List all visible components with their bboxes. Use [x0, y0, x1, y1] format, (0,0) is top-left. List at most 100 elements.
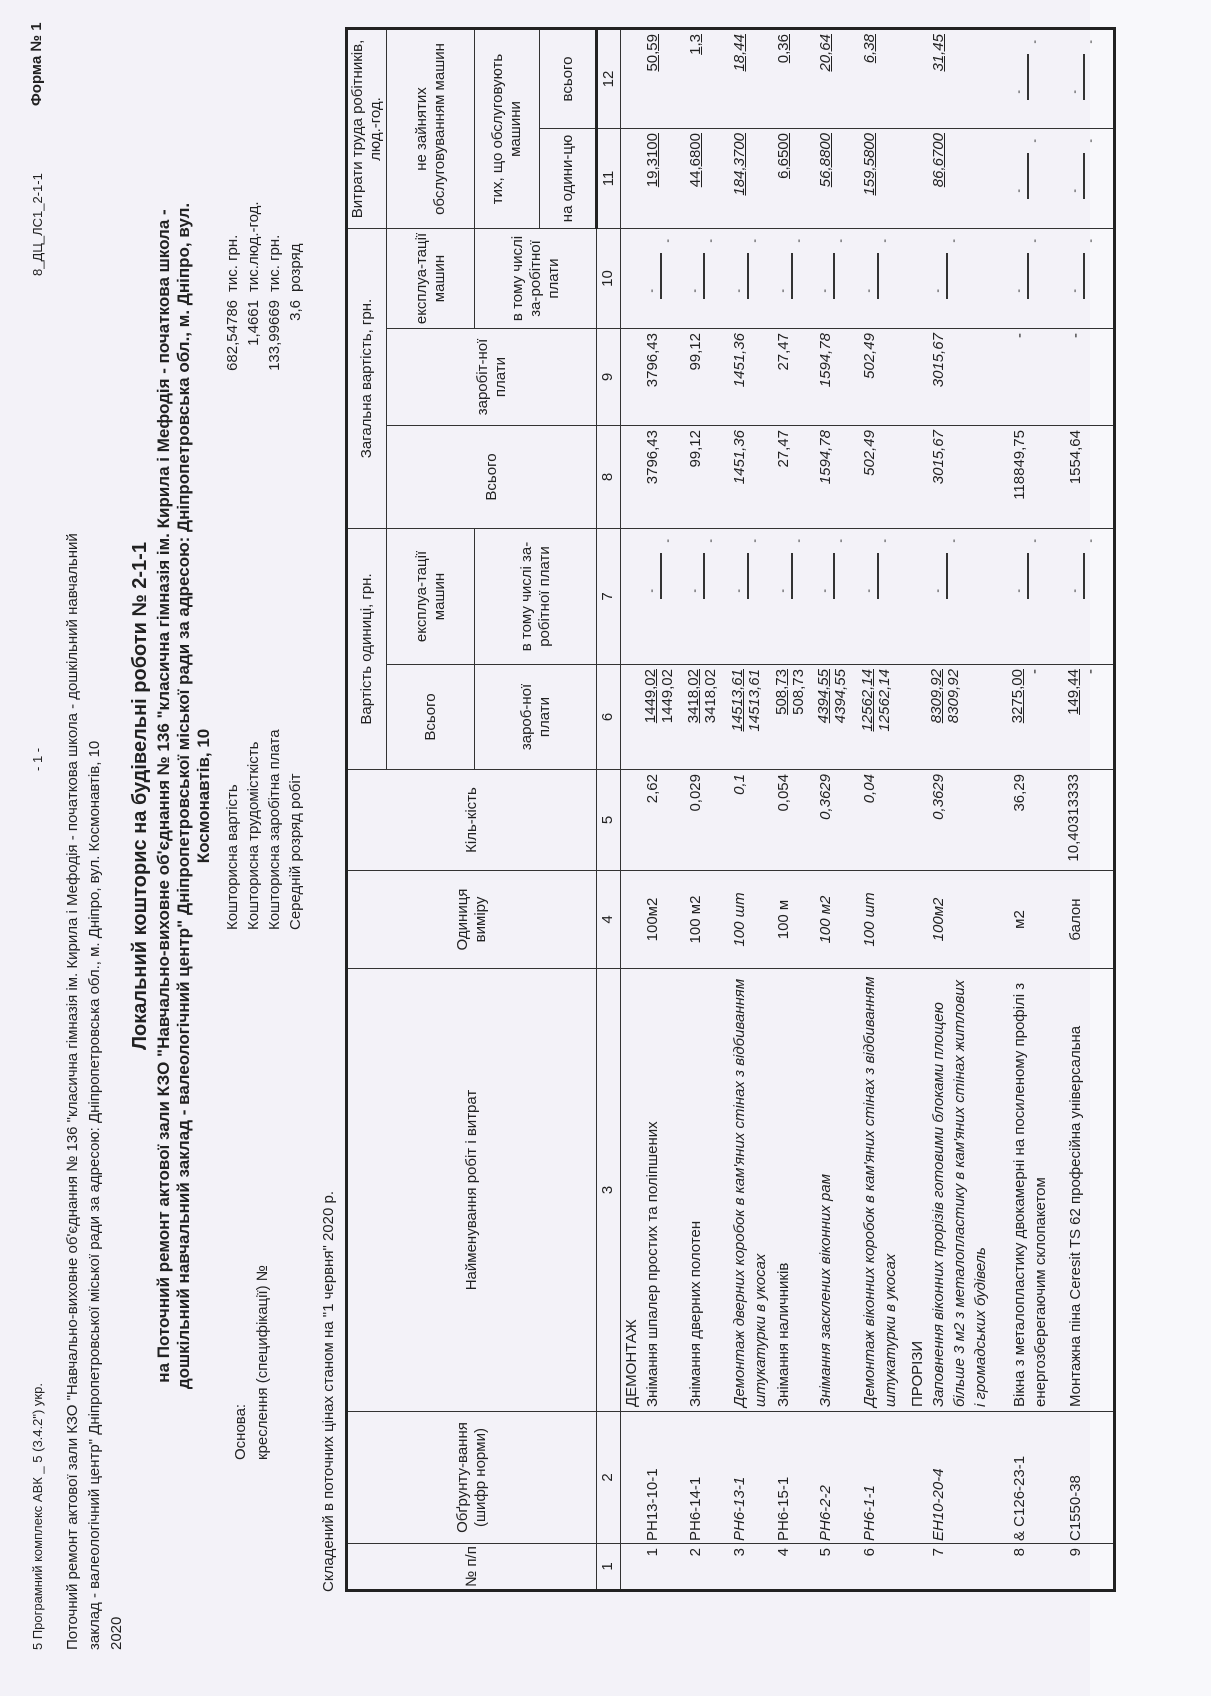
- labor-total-text: 6,38: [860, 34, 878, 64]
- row-unit-machines: --: [684, 528, 729, 665]
- code-text: ЕН10-20-4: [929, 1468, 947, 1541]
- dash-bottom: -: [704, 539, 717, 543]
- code-text: С1550-38: [1066, 1475, 1084, 1541]
- dash-bottom: -: [1028, 40, 1041, 44]
- dash-bottom: -: [878, 239, 891, 243]
- dash-bottom: -: [947, 239, 960, 243]
- row-description: Демонтаж дверних коробок в кам'яних стін…: [728, 968, 773, 1412]
- section-heading: ПРОРІЗИ: [908, 1340, 926, 1407]
- row-total-machines: --: [906, 228, 1009, 329]
- row-wage: -: [1008, 328, 1065, 426]
- unit-cost-fraction: 149,44-: [1065, 669, 1099, 715]
- unit-cost-fraction: 12562,14 12562,14: [859, 669, 893, 732]
- row-total: 1451,36: [728, 425, 773, 529]
- table-row: 9 С1550-38 Монтажна піна Ceresit TS 62 про…: [1064, 28, 1115, 1591]
- row-total-machines: --: [620, 228, 685, 329]
- header-unit-machines-wage: в тому числі за-робітної плати: [474, 528, 597, 665]
- column-number: 9: [596, 328, 621, 426]
- dash-mark: --: [773, 233, 813, 324]
- summary-unit: тис. грн.: [266, 234, 283, 292]
- unit-total: 4394,55: [814, 669, 832, 724]
- row-description: Монтажна піна Ceresit TS 62 професійна у…: [1064, 968, 1115, 1412]
- row-labor-total: 6,38: [858, 28, 907, 129]
- dash-bottom: -: [834, 539, 847, 543]
- dash-mark: --: [1065, 533, 1105, 660]
- page-number: - 1 -: [30, 747, 45, 771]
- dash-bottom: -: [1028, 539, 1041, 543]
- code-text: & С126-23-1: [1010, 1455, 1028, 1541]
- row-unit-cost: 8309,92 8309,92: [906, 664, 1009, 770]
- unit-cost-fraction: 1449,02 1449,02: [642, 669, 676, 723]
- row-code: РН6-2-2: [814, 1411, 859, 1544]
- column-number: 6: [596, 664, 621, 770]
- row-unit-machines: --: [814, 528, 859, 665]
- table-row: 6 РН6-1-1 Демонтаж віконних коробок в кам'…: [858, 28, 907, 1591]
- dash-bottom: -: [662, 539, 674, 543]
- description-text: Демонтаж віконних коробок в кам'яних сті…: [860, 976, 899, 1407]
- unit-text: 100 м2: [686, 895, 704, 944]
- header-labor: Витрати труда робітників, люд.-год.: [346, 28, 387, 229]
- row-number-text: 8: [1010, 1548, 1028, 1557]
- header-code: Обґрунту-вання (шифр норми): [346, 1411, 597, 1544]
- total-text: 118849,75: [1010, 430, 1028, 500]
- header-labor-machines: тих, що обслуговують машини: [474, 28, 540, 229]
- row-number: 7: [906, 1543, 1009, 1591]
- subtitle-line: дошкільний навчальний заклад - валеологі…: [174, 202, 193, 1390]
- description-text: Вікна з металопластику двокамерні на пос…: [1010, 982, 1049, 1407]
- row-number-text: 5: [816, 1548, 834, 1557]
- dash-line: [945, 253, 948, 299]
- header-labor-total: всього: [539, 28, 597, 129]
- row-unit-machines: --: [906, 528, 1009, 665]
- description-text: Заповнення віконних прорізів готовими бл…: [929, 979, 989, 1407]
- labor-total-text: 31,45: [929, 34, 947, 72]
- section-heading: ДЕМОНТАЖ: [623, 1319, 640, 1407]
- row-unit-machines: --: [858, 528, 907, 665]
- dash-mark: --: [1009, 133, 1049, 224]
- total-text: 3015,67: [929, 430, 947, 485]
- row-unit-machines: --: [728, 528, 773, 665]
- header-total: Всього: [386, 425, 597, 529]
- row-unit: 100 шт: [858, 870, 907, 969]
- row-labor-total: 31,45: [906, 28, 1009, 129]
- row-description: Знімання наличників: [772, 968, 815, 1412]
- code-text: РН6-13-1: [730, 1476, 748, 1541]
- column-number: 3: [596, 968, 621, 1412]
- wage-text: 27,47: [774, 333, 792, 371]
- row-number-text: 2: [686, 1548, 704, 1557]
- dash-mark: --: [1065, 34, 1105, 124]
- dash-bottom: -: [792, 239, 805, 243]
- dash-mark: --: [642, 533, 682, 660]
- wage-text: 1451,36: [730, 333, 748, 388]
- summary-unit: тис. грн.: [224, 234, 241, 292]
- row-description: Знімання засклених віконних рам: [814, 968, 859, 1412]
- dash-mark: --: [685, 533, 725, 660]
- column-number: 5: [596, 769, 621, 871]
- dash-line: [832, 553, 835, 599]
- row-unit-cost: 3418,02 3418,02: [684, 664, 729, 770]
- dash-bottom: -: [704, 239, 717, 243]
- summary-unit: тис.люд.-год.: [245, 201, 262, 292]
- labor-unit-text: 86,6700: [929, 133, 947, 188]
- row-total: 3796,43: [620, 425, 685, 529]
- row-unit: 100 м2: [684, 870, 729, 969]
- dash-mark: --: [685, 233, 725, 324]
- total-text: 1451,36: [730, 430, 748, 485]
- row-unit: 100м2: [620, 870, 685, 969]
- row-description: ПРОРІЗИ Заповнення віконних прорізів гото…: [906, 968, 1009, 1412]
- header-total-machines: експлуа-тації машин: [386, 228, 475, 329]
- dash-line: [876, 553, 879, 599]
- description-text: Знімання засклених віконних рам: [816, 1174, 834, 1407]
- dash-mark: --: [1065, 233, 1105, 324]
- row-total: 502,49: [858, 425, 907, 529]
- row-wage: 99,12: [684, 328, 729, 426]
- row-wage: 1594,78: [814, 328, 859, 426]
- labor-unit-text: 184,3700: [730, 133, 748, 196]
- row-description: ДЕМОНТАЖ Знімання шпалер простих та поліп…: [620, 968, 685, 1412]
- row-total-machines: --: [858, 228, 907, 329]
- row-number-text: 1: [644, 1548, 661, 1557]
- row-code: С1550-38: [1064, 1411, 1115, 1544]
- object-description-line: заклад - валеологічний центр" Дніпропетр…: [86, 740, 103, 1650]
- unit-cost-fraction: 14513,61 14513,61: [729, 669, 763, 732]
- row-quantity: 36,29: [1008, 769, 1065, 871]
